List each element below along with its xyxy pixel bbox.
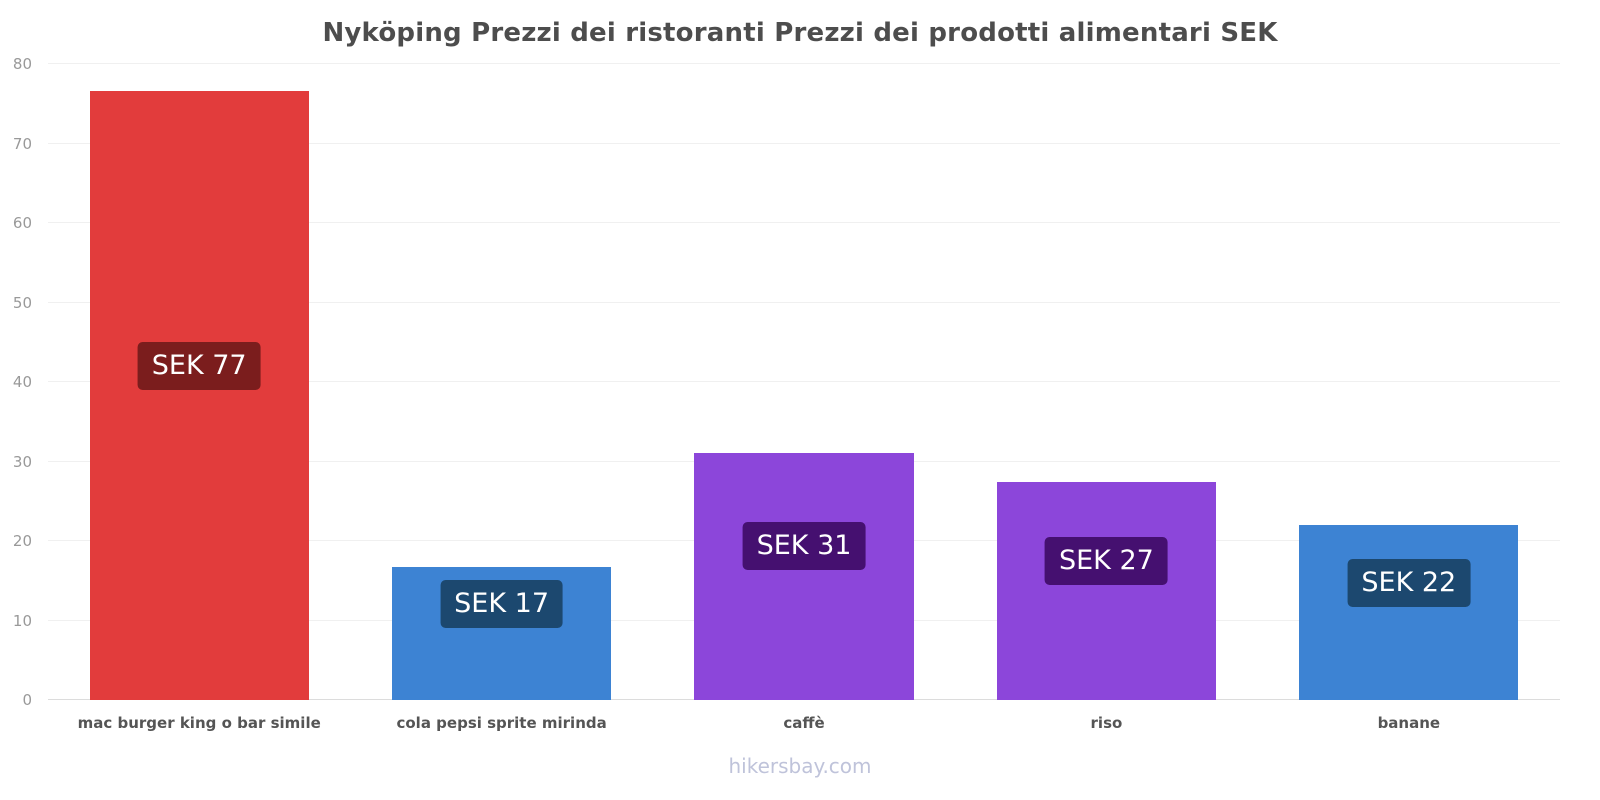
gridline [48, 222, 1560, 223]
plot-area: SEK 77 SEK 17 SEK 31 SEK 27 SEK 22 [48, 63, 1560, 700]
bar-3: SEK 31 [694, 452, 914, 700]
gridline [48, 381, 1560, 382]
y-axis: 0 10 20 30 40 50 60 70 80 [0, 55, 42, 709]
y-tick-label: 10 [12, 611, 32, 630]
bar-slot: SEK 17 [350, 64, 652, 700]
bar-slot: SEK 31 [653, 64, 955, 700]
x-axis-labels: mac burger king o bar simile cola pepsi s… [48, 714, 1560, 732]
y-tick-label: 0 [22, 691, 32, 709]
category-label: caffè [783, 714, 825, 732]
gridline [48, 142, 1560, 144]
bar-slot: SEK 77 [48, 64, 350, 700]
bar-slot: SEK 27 [955, 64, 1257, 700]
bar-1: SEK 77 [89, 91, 309, 700]
bar-slot: SEK 22 [1258, 64, 1560, 700]
y-tick-label: 40 [12, 373, 32, 391]
value-badge: SEK 17 [440, 579, 564, 628]
y-tick-label: 80 [12, 55, 32, 73]
y-tick-label: 50 [12, 293, 32, 312]
value-badge: SEK 22 [1347, 558, 1471, 607]
category-label: mac burger king o bar simile [77, 714, 321, 732]
bars-container: SEK 77 SEK 17 SEK 31 SEK 27 SEK 22 [48, 64, 1560, 700]
gridline [48, 301, 1560, 303]
chart-title: Nyköping Prezzi dei ristoranti Prezzi de… [322, 18, 1278, 48]
bar-2: SEK 17 [391, 567, 612, 700]
y-tick-label: 20 [12, 532, 32, 550]
y-tick-label: 30 [12, 452, 32, 471]
value-badge: SEK 27 [1044, 537, 1168, 586]
y-tick-label: 60 [12, 214, 32, 232]
value-badge: SEK 77 [137, 341, 261, 390]
y-tick-label: 70 [12, 134, 32, 153]
category-label: riso [1090, 714, 1123, 732]
bar-5: SEK 22 [1299, 525, 1519, 700]
category-label: banane [1377, 714, 1441, 732]
footer-watermark: hikersbay.com [728, 754, 872, 778]
gridline [48, 63, 1560, 64]
category-label: cola pepsi sprite mirinda [396, 714, 607, 732]
bar-4: SEK 27 [996, 482, 1217, 700]
value-badge: SEK 31 [742, 522, 866, 571]
